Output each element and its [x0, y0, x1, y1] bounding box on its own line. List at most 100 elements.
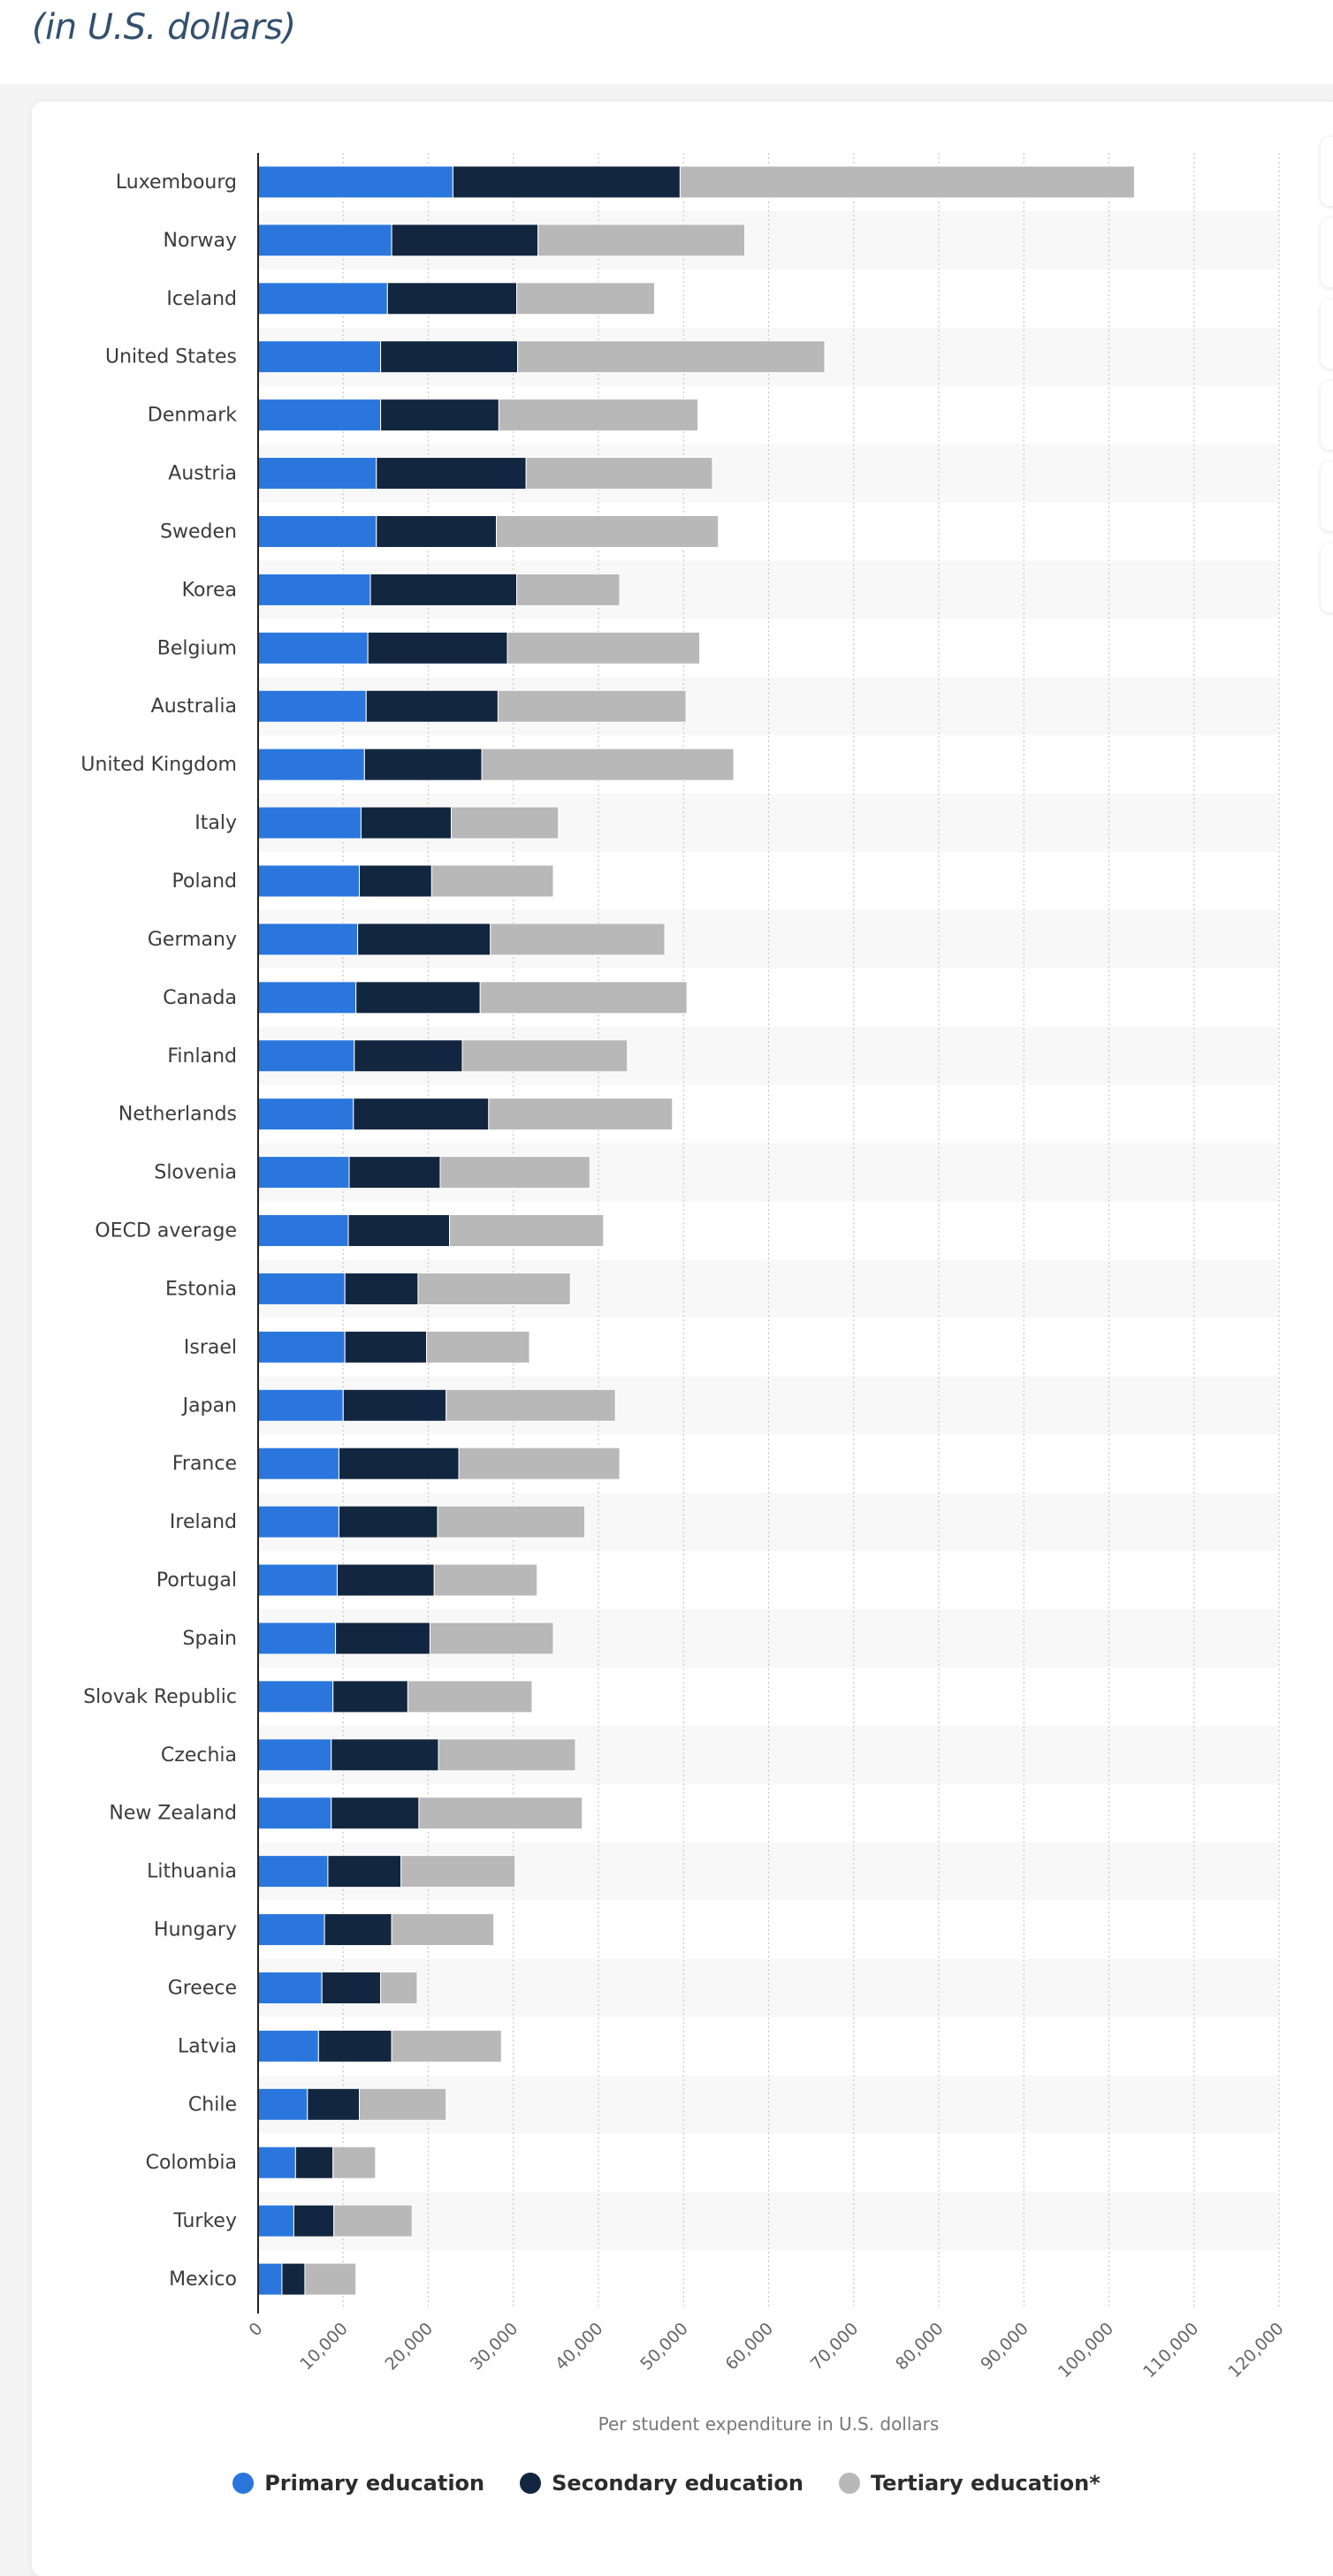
bar-australia-tertiary-education [497, 689, 687, 723]
bar-israel-primary-education [257, 1330, 346, 1364]
side-action-button-3[interactable] [1321, 300, 1333, 369]
bar-turkey-primary-education [257, 2204, 294, 2238]
bar-luxembourg-primary-education [257, 165, 453, 199]
category-label-poland: Poland [172, 870, 237, 893]
bar-greece-secondary-education [321, 1971, 382, 2004]
bar-czechia-primary-education [257, 1738, 332, 1772]
bar-slovak-republic-primary-education [257, 1680, 334, 1714]
bar-norway-tertiary-education [537, 224, 746, 257]
bar-canada-primary-education [257, 981, 357, 1014]
category-label-new-zealand: New Zealand [109, 1803, 237, 1825]
side-action-button-6[interactable] [1321, 543, 1333, 612]
category-label-iceland: Iceland [166, 288, 237, 310]
legend-item-primary[interactable]: Primary education [232, 2471, 484, 2496]
legend-label-tertiary: Tertiary education* [870, 2471, 1101, 2496]
category-label-luxembourg: Luxembourg [116, 171, 237, 194]
bar-france-tertiary-education [458, 1447, 621, 1480]
x-tick-label-2: 20,000 [381, 2319, 437, 2375]
bar-poland-primary-education [257, 864, 361, 898]
chart-legend: Primary education Secondary education Te… [0, 2466, 1333, 2501]
bar-new-zealand-tertiary-education [418, 1797, 583, 1830]
x-tick-label-8: 80,000 [892, 2319, 948, 2375]
x-tick-label-7: 70,000 [807, 2319, 863, 2375]
top-bar: (in U.S. dollars) [0, 0, 1333, 84]
x-tick-label-1: 10,000 [296, 2319, 352, 2375]
category-label-ireland: Ireland [170, 1511, 237, 1533]
category-label-belgium: Belgium [157, 637, 237, 659]
category-label-norway: Norway [164, 230, 237, 252]
bar-australia-primary-education [257, 689, 367, 723]
bar-spain-secondary-education [335, 1622, 430, 1655]
bar-new-zealand-secondary-education [331, 1797, 420, 1830]
bar-greece-primary-education [257, 1971, 323, 2004]
bar-spain-tertiary-education [429, 1622, 554, 1655]
bar-chile-secondary-education [307, 2087, 361, 2121]
category-label-turkey: Turkey [172, 2210, 237, 2232]
category-label-slovak-republic: Slovak Republic [83, 1686, 237, 1708]
legend-item-tertiary[interactable]: Tertiary education* [838, 2471, 1101, 2496]
category-label-united-kingdom: United Kingdom [80, 754, 237, 776]
bar-norway-primary-education [257, 224, 392, 257]
x-tick-label-4: 40,000 [552, 2319, 607, 2375]
bar-lithuania-tertiary-education [400, 1855, 516, 1888]
bar-chile-tertiary-education [359, 2087, 447, 2121]
bar-colombia-tertiary-education [332, 2146, 377, 2179]
bar-lithuania-secondary-education [327, 1855, 402, 1888]
legend-item-secondary[interactable]: Secondary education [520, 2471, 804, 2496]
bar-netherlands-tertiary-education [488, 1098, 674, 1131]
bar-canada-secondary-education [355, 981, 481, 1014]
bar-sweden-primary-education [257, 514, 377, 548]
bar-mexico-tertiary-education [304, 2262, 357, 2296]
bar-portugal-primary-education [257, 1563, 339, 1597]
category-label-lithuania: Lithuania [147, 1861, 237, 1883]
bar-japan-secondary-education [342, 1388, 447, 1422]
bar-korea-tertiary-education [516, 573, 621, 606]
x-tick-label-10: 100,000 [1055, 2319, 1117, 2382]
bar-united-kingdom-primary-education [257, 748, 365, 781]
bar-latvia-tertiary-education [391, 2029, 502, 2063]
bar-netherlands-secondary-education [353, 1098, 490, 1131]
bar-slovenia-tertiary-education [439, 1156, 590, 1189]
bar-denmark-tertiary-education [498, 399, 699, 432]
legend-label-primary: Primary education [264, 2471, 485, 2496]
bar-italy-primary-education [257, 806, 362, 840]
x-tick-label-11: 110,000 [1139, 2319, 1202, 2382]
bar-austria-tertiary-education [525, 457, 713, 490]
side-action-button-4[interactable] [1321, 381, 1333, 450]
legend-dot-primary [232, 2473, 255, 2494]
bar-ireland-primary-education [257, 1505, 339, 1539]
category-label-sweden: Sweden [160, 521, 237, 543]
category-label-portugal: Portugal [156, 1569, 237, 1592]
bar-hungary-secondary-education [324, 1913, 392, 1947]
side-action-button-5[interactable] [1321, 462, 1333, 531]
bar-lithuania-primary-education [257, 1855, 329, 1888]
bar-belgium-secondary-education [367, 631, 508, 665]
category-label-austria: Austria [168, 463, 237, 485]
bar-sweden-tertiary-education [496, 514, 720, 548]
side-action-button-2[interactable] [1321, 218, 1333, 287]
bar-portugal-tertiary-education [433, 1563, 538, 1597]
x-axis-title: Per student expenditure in U.S. dollars [598, 2413, 940, 2435]
bar-czechia-tertiary-education [438, 1738, 576, 1772]
category-label-spain: Spain [183, 1628, 237, 1650]
bar-luxembourg-tertiary-education [679, 165, 1135, 199]
bar-iceland-secondary-education [386, 282, 518, 315]
bar-estonia-primary-education [257, 1272, 346, 1305]
bar-oecd-average-primary-education [257, 1214, 349, 1248]
bar-australia-secondary-education [365, 689, 499, 723]
bar-oecd-average-secondary-education [347, 1214, 451, 1248]
bar-latvia-primary-education [257, 2029, 319, 2063]
bar-oecd-average-tertiary-education [449, 1214, 605, 1248]
category-label-germany: Germany [148, 929, 237, 951]
stacked-bar-chart: Luxembourg Norway Iceland United States Denm… [80, 153, 1288, 2435]
bar-estonia-secondary-education [344, 1272, 419, 1305]
category-label-chile: Chile [188, 2093, 237, 2116]
category-label-france: France [172, 1453, 237, 1475]
category-label-estonia: Estonia [165, 1278, 237, 1300]
category-label-latvia: Latvia [178, 2035, 237, 2057]
bar-united-kingdom-tertiary-education [481, 748, 735, 781]
side-action-button-1[interactable] [1321, 137, 1333, 206]
bar-czechia-secondary-education [331, 1738, 439, 1772]
bar-italy-secondary-education [360, 806, 452, 840]
bar-france-secondary-education [338, 1447, 460, 1480]
